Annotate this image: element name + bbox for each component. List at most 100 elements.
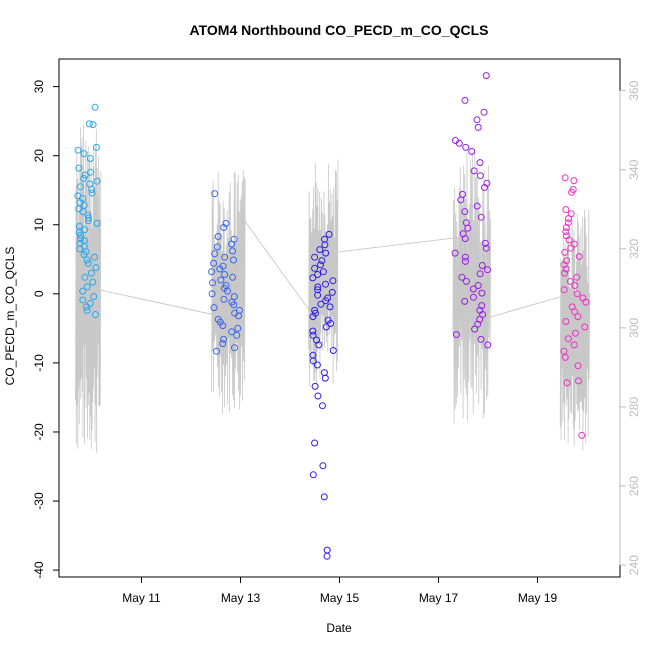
data-point	[457, 196, 465, 204]
data-point	[328, 288, 336, 296]
data-point	[213, 347, 220, 355]
data-point	[77, 231, 84, 239]
data-point	[561, 269, 569, 277]
x-axis-label: Date	[326, 621, 352, 635]
data-point	[570, 341, 578, 349]
data-point	[311, 382, 319, 390]
data-point	[464, 224, 472, 232]
data-point	[461, 253, 469, 261]
x-tick-label: May 11	[122, 591, 161, 605]
data-point	[210, 259, 218, 267]
data-point	[473, 202, 481, 210]
data-point	[461, 257, 469, 265]
data-point	[478, 302, 486, 310]
data-point	[476, 270, 484, 278]
data-point	[481, 184, 488, 191]
data-point	[309, 327, 317, 335]
y-left-tick-label: 0	[32, 290, 46, 297]
data-point	[80, 251, 88, 258]
data-point	[451, 249, 459, 257]
data-point	[469, 285, 477, 293]
data-point	[562, 206, 570, 214]
data-point	[319, 462, 327, 470]
data-point	[571, 329, 579, 337]
data-point	[325, 230, 333, 238]
data-point	[561, 248, 569, 256]
data-point	[229, 247, 237, 255]
data-point	[90, 253, 98, 261]
data-point	[93, 219, 101, 227]
data-point	[230, 256, 237, 264]
y-right-tick-label: 320	[627, 238, 641, 258]
data-point	[83, 303, 90, 311]
data-point	[89, 278, 97, 286]
secondary-trace-0	[75, 124, 102, 453]
data-point	[234, 324, 242, 332]
data-point	[322, 280, 329, 288]
data-point	[473, 116, 481, 124]
data-point	[228, 240, 236, 248]
data-point	[477, 335, 485, 343]
data-point	[309, 331, 317, 339]
data-point	[484, 266, 491, 274]
data-point	[224, 287, 231, 295]
data-point	[462, 277, 470, 285]
data-point	[573, 290, 581, 298]
data-point	[219, 340, 227, 348]
data-point	[317, 261, 324, 269]
data-point	[320, 493, 328, 501]
data-point	[217, 276, 225, 284]
y-right-tick-label: 300	[627, 318, 641, 338]
data-point	[79, 208, 87, 216]
data-point	[80, 150, 88, 158]
data-point	[574, 313, 582, 321]
y-right-tick-label: 260	[627, 476, 641, 496]
data-point	[327, 320, 335, 327]
data-point	[319, 402, 326, 410]
x-tick-label: May 15	[320, 591, 360, 605]
data-point	[562, 265, 570, 273]
data-point	[480, 108, 488, 116]
data-point	[220, 335, 228, 343]
y-left-tick-label: 30	[32, 80, 46, 94]
data-point	[219, 322, 227, 330]
data-point	[230, 301, 238, 309]
data-point	[571, 282, 579, 289]
data-point	[87, 269, 95, 277]
data-point	[91, 103, 99, 111]
data-point	[316, 246, 324, 254]
data-point	[80, 175, 88, 182]
data-point	[91, 311, 99, 318]
chart-title: ATOM4 Northbound CO_PECD_m_CO_QCLS	[190, 22, 489, 38]
data-point	[74, 146, 82, 154]
data-point	[476, 172, 484, 180]
data-point	[575, 377, 582, 385]
data-point	[85, 217, 92, 225]
data-point	[321, 374, 329, 382]
data-point	[564, 219, 572, 227]
data-point	[321, 241, 329, 249]
data-point	[228, 328, 236, 336]
data-point	[233, 331, 241, 339]
data-point	[85, 214, 92, 222]
data-point	[315, 341, 323, 349]
data-point	[566, 277, 574, 285]
data-point	[235, 312, 242, 320]
y-left-tick-label: -40	[32, 561, 46, 579]
data-point	[482, 72, 490, 80]
data-point	[322, 323, 330, 331]
data-point	[571, 308, 579, 316]
data-point	[322, 249, 330, 257]
data-point	[75, 164, 83, 172]
data-point	[77, 183, 84, 191]
y-axis-label: CO_PECD_m_CO_QCLS	[3, 247, 17, 386]
data-point	[562, 318, 570, 325]
data-point	[92, 264, 100, 272]
data-point	[208, 268, 216, 276]
data-point	[311, 439, 319, 447]
data-point	[81, 226, 89, 234]
secondary-trace-2	[308, 159, 339, 387]
data-point	[481, 239, 489, 247]
data-point	[564, 335, 572, 343]
